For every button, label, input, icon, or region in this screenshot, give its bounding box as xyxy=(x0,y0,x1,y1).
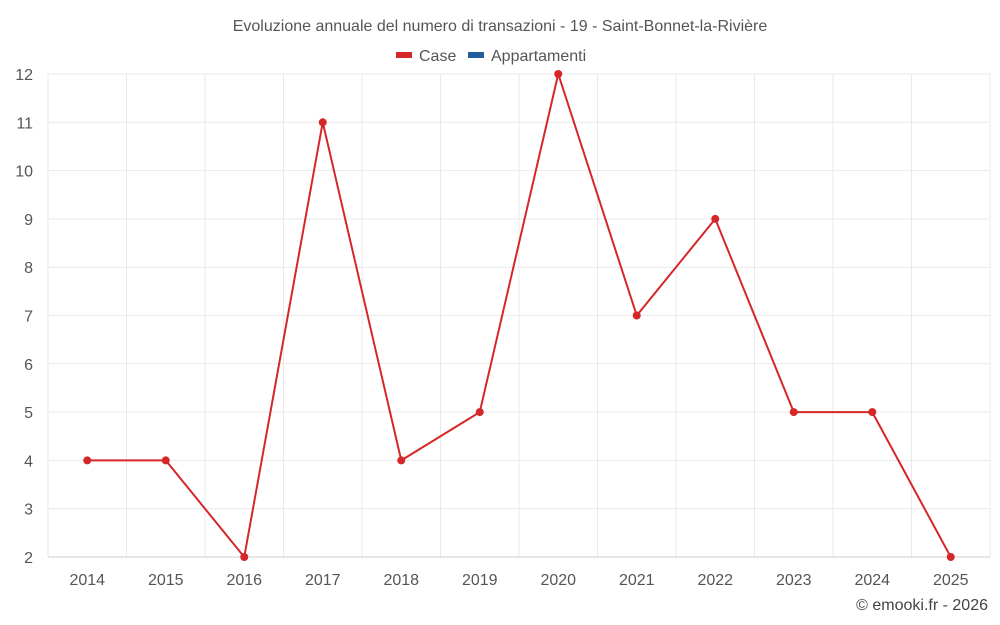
x-tick-label: 2019 xyxy=(462,572,498,589)
x-tick-label: 2025 xyxy=(933,572,969,589)
legend-swatch-appartamenti[interactable] xyxy=(468,52,484,58)
y-tick-label: 6 xyxy=(24,357,33,374)
data-point[interactable] xyxy=(240,553,249,561)
y-tick-label: 12 xyxy=(15,67,33,84)
y-tick-label: 5 xyxy=(24,405,33,422)
x-axis-ticks: 2014 2015 2016 2017 2018 2019 2020 2021 2022 2023… xyxy=(69,572,968,589)
data-point[interactable] xyxy=(789,408,798,417)
x-tick-label: 2021 xyxy=(619,572,655,589)
x-tick-label: 2017 xyxy=(305,572,341,589)
data-point[interactable] xyxy=(397,456,406,465)
x-tick-label: 2018 xyxy=(383,572,419,589)
y-tick-label: 9 xyxy=(24,212,33,229)
y-tick-label: 4 xyxy=(24,453,33,470)
y-tick-label: 3 xyxy=(24,502,33,519)
x-tick-label: 2024 xyxy=(854,572,890,589)
data-point[interactable] xyxy=(83,456,92,465)
x-tick-label: 2015 xyxy=(148,572,184,589)
x-tick-label: 2020 xyxy=(540,572,576,589)
y-tick-label: 2 xyxy=(24,550,33,567)
y-tick-label: 8 xyxy=(24,260,33,277)
x-tick-label: 2022 xyxy=(697,572,733,589)
data-point[interactable] xyxy=(946,553,955,561)
legend[interactable]: Case Appartamenti xyxy=(396,48,586,65)
legend-label-case[interactable]: Case xyxy=(419,48,456,65)
credit-text: © emooki.fr - 2026 xyxy=(856,597,988,614)
data-point[interactable] xyxy=(868,408,877,417)
series xyxy=(83,70,955,561)
data-point[interactable] xyxy=(161,456,170,465)
x-tick-label: 2023 xyxy=(776,572,812,589)
data-point[interactable] xyxy=(711,214,720,223)
data-point[interactable] xyxy=(632,311,641,320)
chart-title: Evoluzione annuale del numero di transaz… xyxy=(233,18,768,35)
data-point[interactable] xyxy=(554,70,563,78)
x-tick-label: 2016 xyxy=(226,572,262,589)
y-tick-label: 10 xyxy=(15,164,33,181)
y-tick-label: 11 xyxy=(16,115,33,132)
y-tick-label: 7 xyxy=(24,309,33,326)
legend-label-appartamenti[interactable]: Appartamenti xyxy=(491,48,586,65)
x-tick-label: 2014 xyxy=(69,572,105,589)
series-line-case xyxy=(87,73,952,558)
data-point[interactable] xyxy=(318,118,327,127)
y-axis-ticks: 2 3 4 5 6 7 8 9 10 11 12 xyxy=(15,67,33,567)
legend-swatch-case[interactable] xyxy=(396,52,412,58)
data-point[interactable] xyxy=(475,408,484,417)
grid xyxy=(47,73,991,558)
